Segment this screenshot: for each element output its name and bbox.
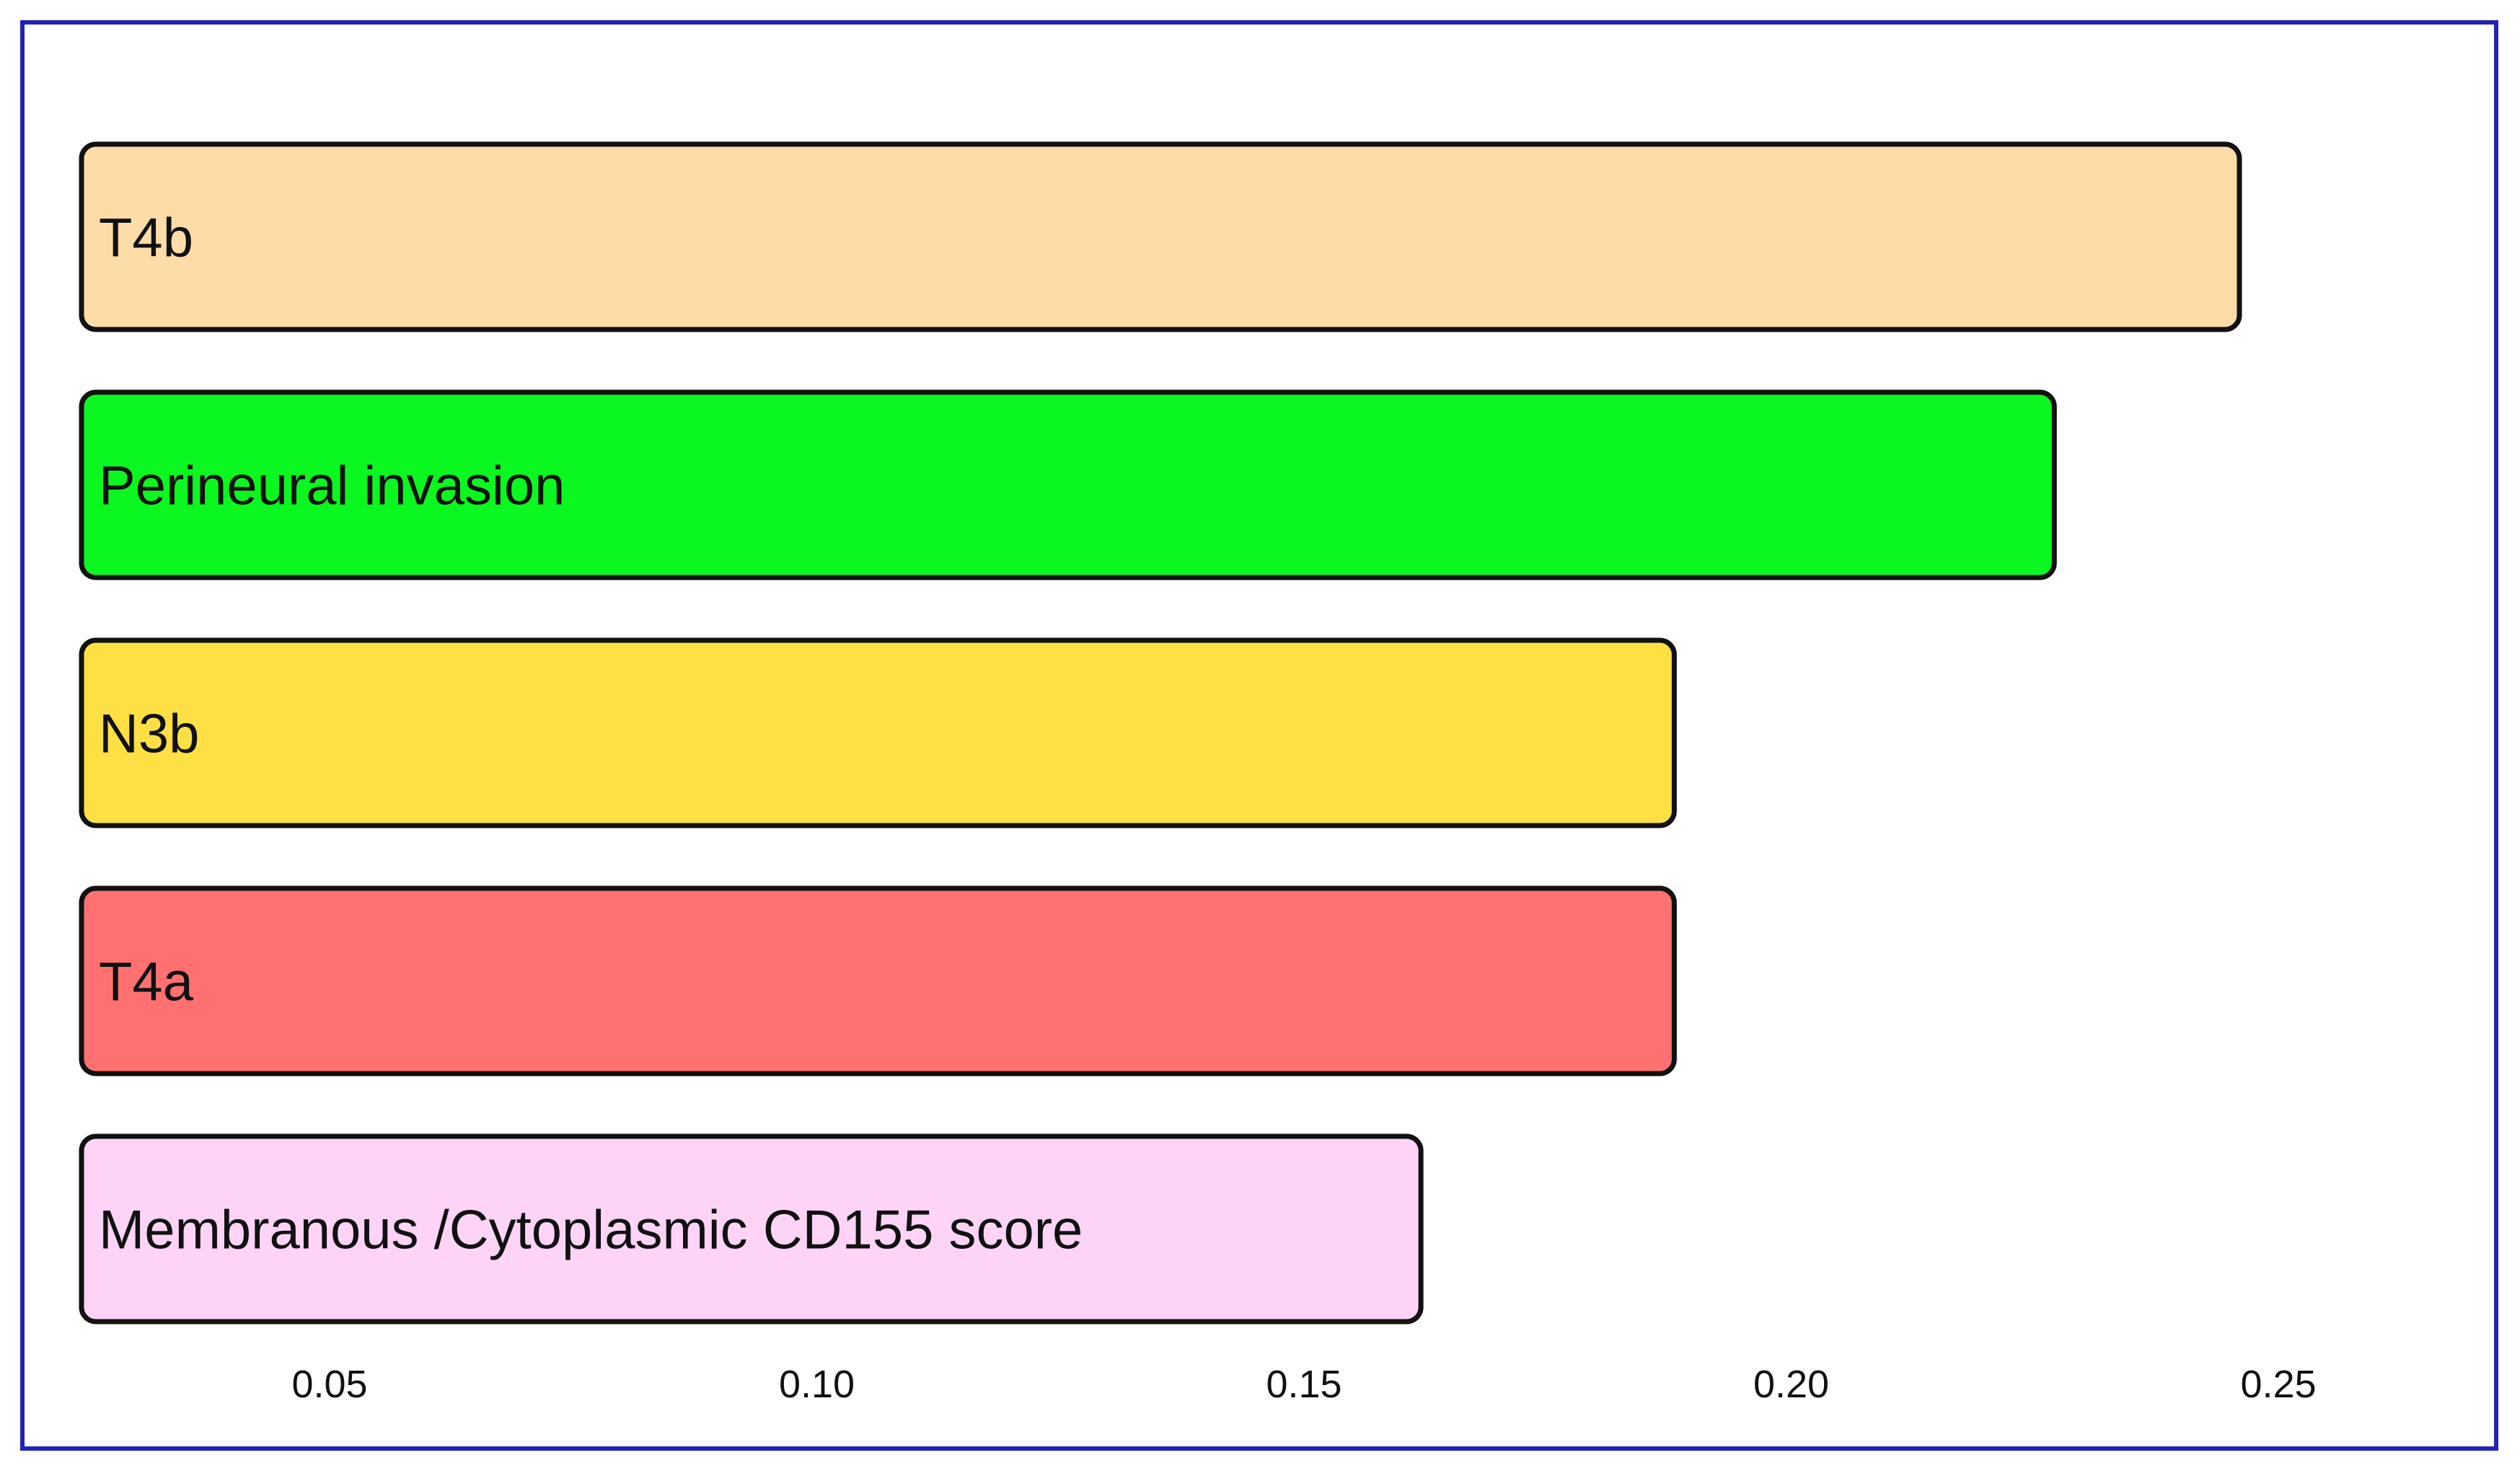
bar-label: T4a [99, 952, 194, 1013]
x-tick-label: 0.10 [779, 1363, 855, 1406]
bar-t4b [79, 141, 2242, 332]
bar-label: T4b [99, 208, 193, 269]
bar-label: Perineural invasion [99, 456, 565, 517]
x-tick-label: 0.15 [1266, 1363, 1341, 1406]
x-axis-ticks: 0.05 0.10 0.15 0.20 0.25 [291, 1363, 2316, 1406]
bar-label: N3b [99, 704, 199, 765]
bar-membranous-cytoplasmic-cd155-score [79, 1133, 1424, 1325]
bar-perineural-invasion [79, 389, 2057, 580]
x-tick-label: 0.20 [1753, 1363, 1829, 1406]
bar-n3b [79, 637, 1677, 828]
x-tick-label: 0.25 [2240, 1363, 2316, 1406]
bars-group: T4b Perineural invasion N3b T4a Membranous /… [79, 141, 2242, 1325]
x-tick-label: 0.05 [291, 1363, 367, 1406]
bar-t4a [79, 885, 1677, 1076]
bar-label: Membranous /Cytoplasmic CD155 score [99, 1200, 1083, 1261]
